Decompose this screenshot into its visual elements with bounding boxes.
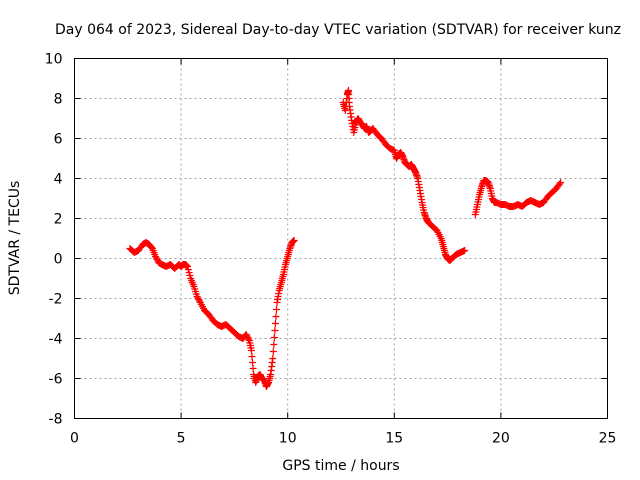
data-point [247, 347, 255, 354]
x-tick-label: 5 [177, 431, 186, 447]
plot-frame [74, 58, 608, 419]
y-tick-label: 8 [54, 92, 63, 108]
y-tick-label: 2 [54, 212, 63, 228]
data-point [271, 327, 279, 334]
y-axis-label: SDTVAR / TECUs [7, 181, 23, 296]
data-point [194, 294, 202, 302]
data-point [183, 263, 191, 270]
data-point [152, 254, 160, 262]
data-point [272, 313, 280, 320]
data-point [249, 365, 257, 372]
x-tick-label: 20 [492, 431, 510, 447]
y-tick-label: -8 [49, 412, 63, 428]
chart-title: Day 064 of 2023, Sidereal Day-to-day VTE… [55, 22, 621, 38]
series-segment-1 [126, 237, 298, 390]
data-point [270, 334, 278, 341]
x-axis-label: GPS time / hours [282, 458, 399, 474]
y-tick-label: 4 [54, 172, 63, 188]
y-tick-label: 0 [54, 252, 63, 268]
x-tick-label: 25 [599, 431, 617, 447]
data-point [270, 341, 278, 348]
data-point [271, 320, 279, 327]
data-point [269, 348, 277, 355]
x-tick-label: 10 [279, 431, 297, 447]
x-tick-labels: 0 5 10 15 20 25 [70, 431, 616, 447]
data-point [461, 247, 469, 254]
grid-lines [74, 58, 608, 419]
x-tick-label: 0 [70, 431, 79, 447]
y-tick-label: -4 [49, 332, 63, 348]
y-tick-label: 10 [45, 52, 63, 68]
data-point [242, 331, 250, 338]
data-point [273, 306, 281, 313]
data-point [556, 180, 564, 188]
data-point [245, 335, 253, 343]
data-point [243, 332, 251, 340]
data-point [148, 244, 156, 251]
axis-ticks [74, 58, 608, 419]
data-point [244, 334, 252, 341]
y-tick-labels: -8 -6 -4 -2 0 2 4 6 8 10 [45, 52, 63, 428]
data-point [152, 253, 160, 260]
x-tick-label: 15 [385, 431, 403, 447]
series-segment-2 [339, 87, 469, 264]
data-point [184, 266, 192, 273]
data-points [126, 87, 565, 390]
data-point [195, 296, 203, 303]
data-point [557, 179, 565, 186]
data-point [193, 293, 201, 300]
data-point [269, 355, 277, 362]
y-tick-label: -6 [49, 372, 63, 388]
data-point [290, 237, 298, 244]
series-segment-3 [471, 177, 565, 218]
data-point [186, 272, 194, 279]
y-tick-label: 6 [54, 132, 63, 148]
data-point [248, 353, 256, 360]
data-point [249, 359, 257, 366]
data-point [185, 269, 193, 276]
y-tick-label: -2 [49, 292, 63, 308]
